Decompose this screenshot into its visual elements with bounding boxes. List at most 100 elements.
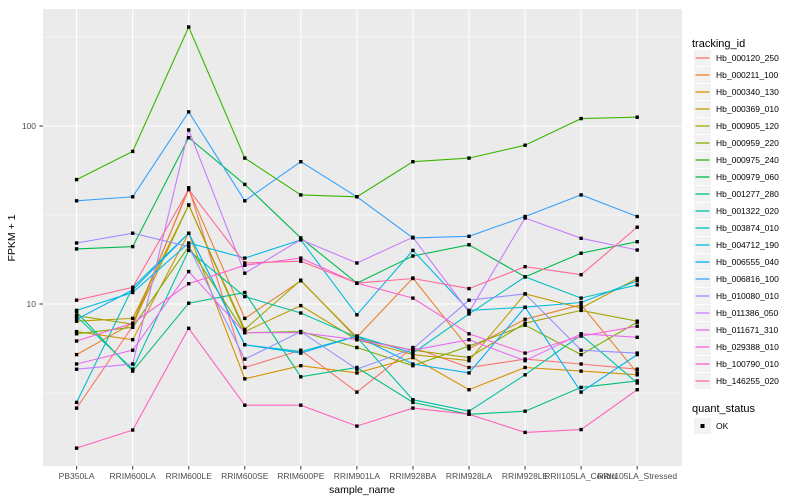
data-point <box>523 409 527 413</box>
legend-item: Hb_029388_010 <box>694 339 779 355</box>
data-point <box>579 352 583 357</box>
legend-tracking-id: Hb_000120_250 Hb_000211_100 Hb_000340_130 H… <box>694 50 779 389</box>
data-point <box>131 149 135 154</box>
legend-item: Hb_003874_010 <box>694 220 779 236</box>
data-point <box>243 294 247 299</box>
legend-item: Hb_011386_050 <box>694 305 779 321</box>
data-point <box>299 256 303 260</box>
legend-item-label: Hb_006555_040 <box>716 257 779 267</box>
data-point <box>243 199 247 203</box>
plot-panel <box>43 9 682 466</box>
data-point <box>74 298 79 302</box>
legend-item: Hb_004712_190 <box>694 237 779 253</box>
data-point <box>467 310 471 314</box>
data-point <box>523 216 527 220</box>
data-point <box>355 371 359 375</box>
data-point <box>74 446 79 450</box>
y-axis-title: FPKM + 1 <box>6 214 18 261</box>
legend-item: Hb_000959_220 <box>694 135 779 151</box>
data-point <box>187 203 191 207</box>
data-point <box>187 326 191 330</box>
data-point <box>74 406 79 410</box>
data-point <box>355 390 359 394</box>
data-point <box>131 369 135 373</box>
data-point <box>523 430 527 435</box>
data-point <box>74 329 79 334</box>
legend-item-label: Hb_100790_010 <box>716 359 779 369</box>
legend-key-square-marker <box>700 424 705 428</box>
data-point <box>243 316 247 321</box>
legend-item: Hb_011671_310 <box>694 322 779 338</box>
legend-item: Hb_000979_060 <box>694 169 779 185</box>
data-point <box>467 156 471 160</box>
data-point <box>467 359 471 363</box>
data-point <box>299 259 303 263</box>
data-point <box>635 388 639 392</box>
data-point <box>579 236 583 240</box>
legend-item-label: Hb_000120_250 <box>716 53 779 63</box>
data-point <box>579 369 583 373</box>
data-point <box>131 348 135 352</box>
data-point <box>467 286 471 291</box>
data-point <box>243 261 247 265</box>
data-point <box>579 385 583 390</box>
data-point <box>579 273 583 277</box>
legend-item: Hb_000369_010 <box>694 101 779 117</box>
data-point <box>411 400 415 405</box>
data-point <box>243 377 247 381</box>
legend-quant-status: OK <box>694 418 729 434</box>
data-point <box>635 279 639 283</box>
data-point <box>411 398 415 402</box>
x-tick-label: RRIM600PE <box>277 471 325 481</box>
legend-item-label: Hb_000905_120 <box>716 121 779 131</box>
x-tick-label: RRII105LA_Control <box>544 471 618 481</box>
data-point <box>411 254 415 258</box>
data-point <box>467 371 471 375</box>
data-point <box>131 338 135 342</box>
data-point <box>579 362 583 366</box>
data-point <box>635 115 639 119</box>
axis-tick-marks <box>39 125 638 470</box>
data-point <box>579 332 583 336</box>
data-point <box>411 362 415 366</box>
data-point <box>74 177 79 182</box>
data-point <box>355 338 359 342</box>
legend-item: Hb_006816_100 <box>694 271 779 287</box>
y-tick-label: 10 <box>27 299 37 309</box>
legend-item-label: Hb_029388_010 <box>716 342 779 352</box>
data-point <box>635 283 639 287</box>
data-point <box>243 256 247 260</box>
data-point <box>635 379 639 383</box>
legend-item: Hb_100790_010 <box>694 356 779 372</box>
data-point <box>467 409 471 413</box>
data-point <box>243 343 247 347</box>
data-point <box>467 412 471 416</box>
data-point <box>467 347 471 351</box>
data-point <box>411 296 415 300</box>
data-point <box>635 371 639 375</box>
legend-item-label: Hb_000211_100 <box>716 70 779 80</box>
data-point <box>467 234 471 238</box>
data-point <box>243 327 247 332</box>
data-point <box>131 428 135 432</box>
data-point <box>635 335 639 339</box>
data-point <box>579 348 583 352</box>
data-point <box>243 271 247 275</box>
data-point <box>131 195 135 199</box>
legend-item-label: Hb_010080_010 <box>716 291 779 301</box>
data-point <box>131 290 135 295</box>
legend-item-label: Hb_011671_310 <box>716 325 779 335</box>
data-point <box>467 243 471 247</box>
legend-item: Hb_001322_020 <box>694 203 779 219</box>
data-point <box>579 390 583 394</box>
data-point <box>579 334 583 338</box>
x-tick-label: RRIM600LA <box>110 471 157 481</box>
legend-item: Hb_000340_130 <box>694 84 779 100</box>
data-point <box>74 352 79 357</box>
data-point <box>243 182 247 187</box>
legend-item: Hb_000211_100 <box>694 67 779 83</box>
data-point <box>187 244 191 249</box>
data-point <box>467 338 471 342</box>
data-point <box>131 231 135 235</box>
data-point <box>187 269 191 274</box>
